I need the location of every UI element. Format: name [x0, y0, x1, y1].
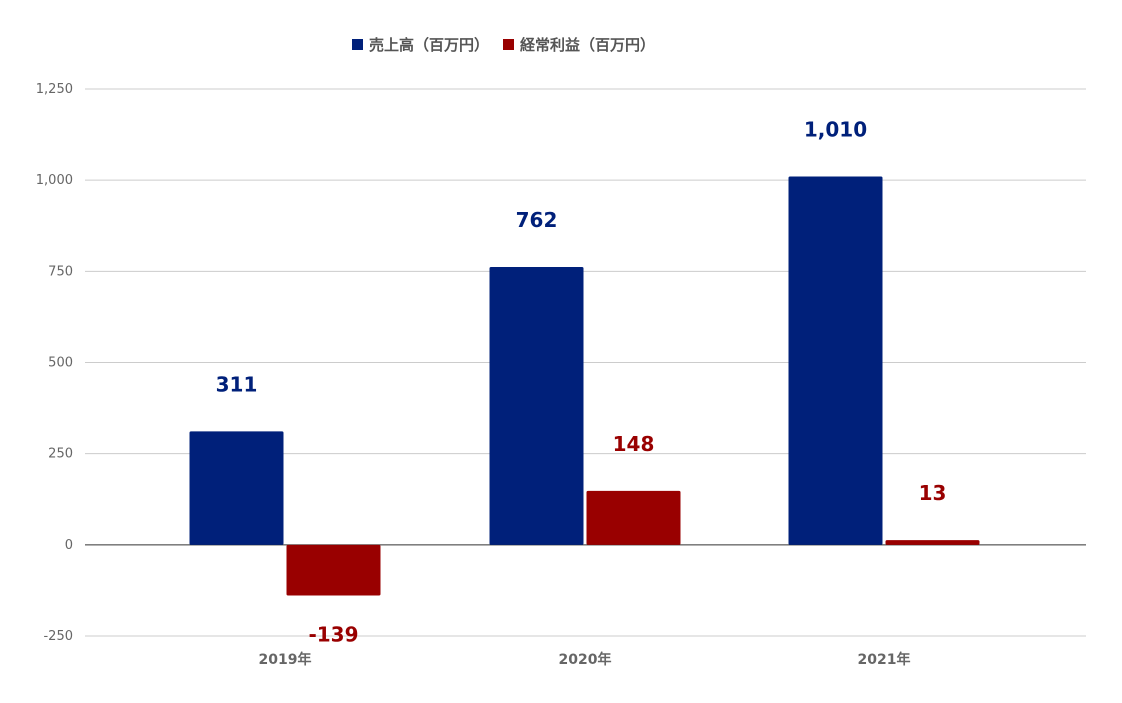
- bar-sales: [489, 266, 584, 545]
- legend-label-sales: 売上高（百万円）: [369, 36, 490, 54]
- data-label-sales: 1,010: [804, 118, 867, 142]
- bar-sales: [788, 176, 883, 545]
- data-label-sales: 311: [216, 372, 258, 396]
- x-category-label: 2020年: [559, 651, 612, 668]
- legend-item-sales: 売上高（百万円）: [352, 34, 489, 55]
- data-label-sales: 762: [516, 208, 558, 232]
- data-label-ordinary-profit: -139: [308, 623, 358, 647]
- bar-sales: [189, 431, 284, 545]
- x-category-label: 2019年: [259, 651, 312, 668]
- y-tick-label: 750: [48, 264, 73, 279]
- y-tick-label: -250: [43, 629, 73, 644]
- y-tick-label: 1,000: [36, 173, 73, 188]
- legend-swatch-sales: [352, 39, 363, 50]
- legend-item-ordinary-profit: 経常利益（百万円）: [503, 34, 655, 55]
- y-tick-label: 500: [48, 356, 73, 371]
- y-tick-label: 250: [48, 447, 73, 462]
- y-tick-label: 1,250: [36, 82, 73, 97]
- data-label-ordinary-profit: 13: [919, 481, 947, 505]
- bar-ordinary-profit: [885, 540, 980, 545]
- data-label-ordinary-profit: 148: [613, 432, 655, 456]
- bar-ordinary-profit: [586, 490, 681, 545]
- chart-legend: 売上高（百万円） 経常利益（百万円）: [352, 34, 669, 55]
- y-tick-label: 0: [65, 538, 73, 553]
- legend-label-ordinary-profit: 経常利益（百万円）: [520, 36, 656, 54]
- bar-ordinary-profit: [286, 544, 381, 596]
- x-category-label: 2021年: [858, 651, 911, 668]
- legend-swatch-ordinary-profit: [503, 39, 515, 50]
